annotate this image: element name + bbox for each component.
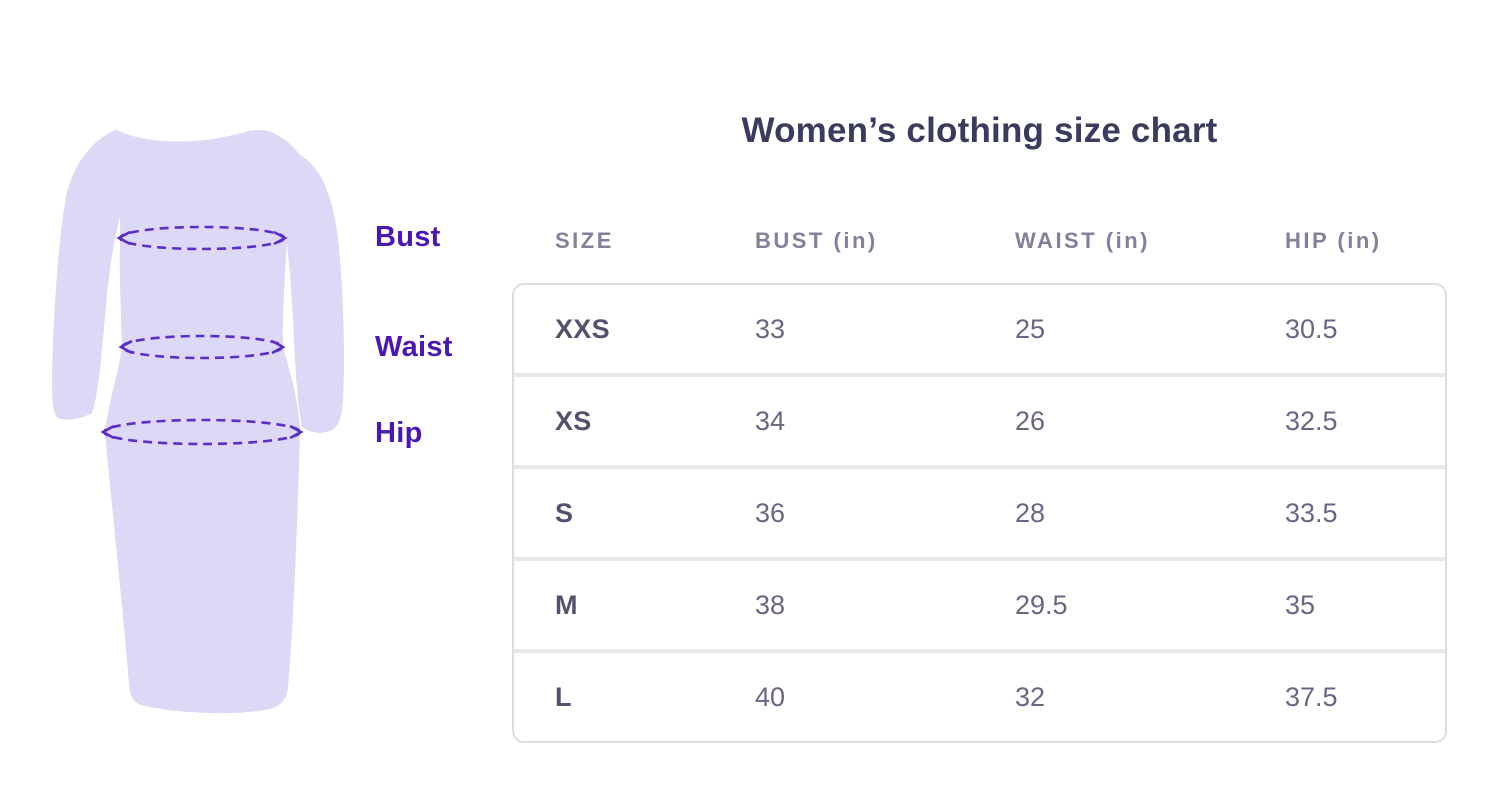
- dress-right-sleeve: [284, 155, 344, 433]
- column-header-bust: BUST (in): [755, 228, 878, 253]
- column-header-hip: HIP (in): [1285, 228, 1382, 253]
- dress-illustration: [52, 129, 344, 714]
- table-row: XXS 33 25 30.5: [514, 285, 1445, 373]
- hip-measure-line: [100, 418, 304, 446]
- waist-cell: 29.5: [1015, 589, 1068, 620]
- waist-label: Waist: [375, 331, 453, 363]
- waist-cell: 25: [1015, 313, 1046, 344]
- size-cell: XXS: [555, 313, 610, 344]
- size-cell: S: [555, 497, 574, 528]
- hip-cell: 33.5: [1285, 497, 1338, 528]
- bust-cell: 33: [755, 313, 786, 344]
- bust-label: Bust: [375, 221, 441, 253]
- size-cell: L: [555, 681, 572, 712]
- bust-cell: 38: [755, 589, 786, 620]
- waist-cell: 32: [1015, 681, 1046, 712]
- bust-cell: 36: [755, 497, 786, 528]
- hip-cell: 35: [1285, 589, 1316, 620]
- table-row: M 38 29.5 35: [514, 561, 1445, 649]
- hip-cell: 30.5: [1285, 313, 1338, 344]
- table-row: XS 34 26 32.5: [514, 377, 1445, 465]
- column-header-size: SIZE: [555, 228, 614, 253]
- bust-cell: 34: [755, 405, 786, 436]
- column-header-waist: WAIST (in): [1015, 228, 1150, 253]
- page-title: Women’s clothing size chart: [741, 111, 1218, 150]
- size-cell: XS: [555, 405, 592, 436]
- hip-cell: 37.5: [1285, 681, 1338, 712]
- table-row: S 36 28 33.5: [514, 469, 1445, 557]
- waist-cell: 26: [1015, 405, 1046, 436]
- table-row: L 40 32 37.5: [514, 653, 1445, 741]
- size-cell: M: [555, 589, 578, 620]
- hip-cell: 32.5: [1285, 405, 1338, 436]
- size-table: XXS 33 25 30.5 XS 34 26 32.5 S 36 28 33.…: [512, 283, 1447, 743]
- dress-left-sleeve: [52, 130, 126, 420]
- waist-measure-line: [118, 334, 286, 360]
- table-header: SIZE BUST (in) WAIST (in) HIP (in): [514, 228, 1449, 254]
- waist-cell: 28: [1015, 497, 1046, 528]
- bust-measure-line: [116, 225, 288, 251]
- hip-label: Hip: [375, 417, 423, 449]
- bust-cell: 40: [755, 681, 786, 712]
